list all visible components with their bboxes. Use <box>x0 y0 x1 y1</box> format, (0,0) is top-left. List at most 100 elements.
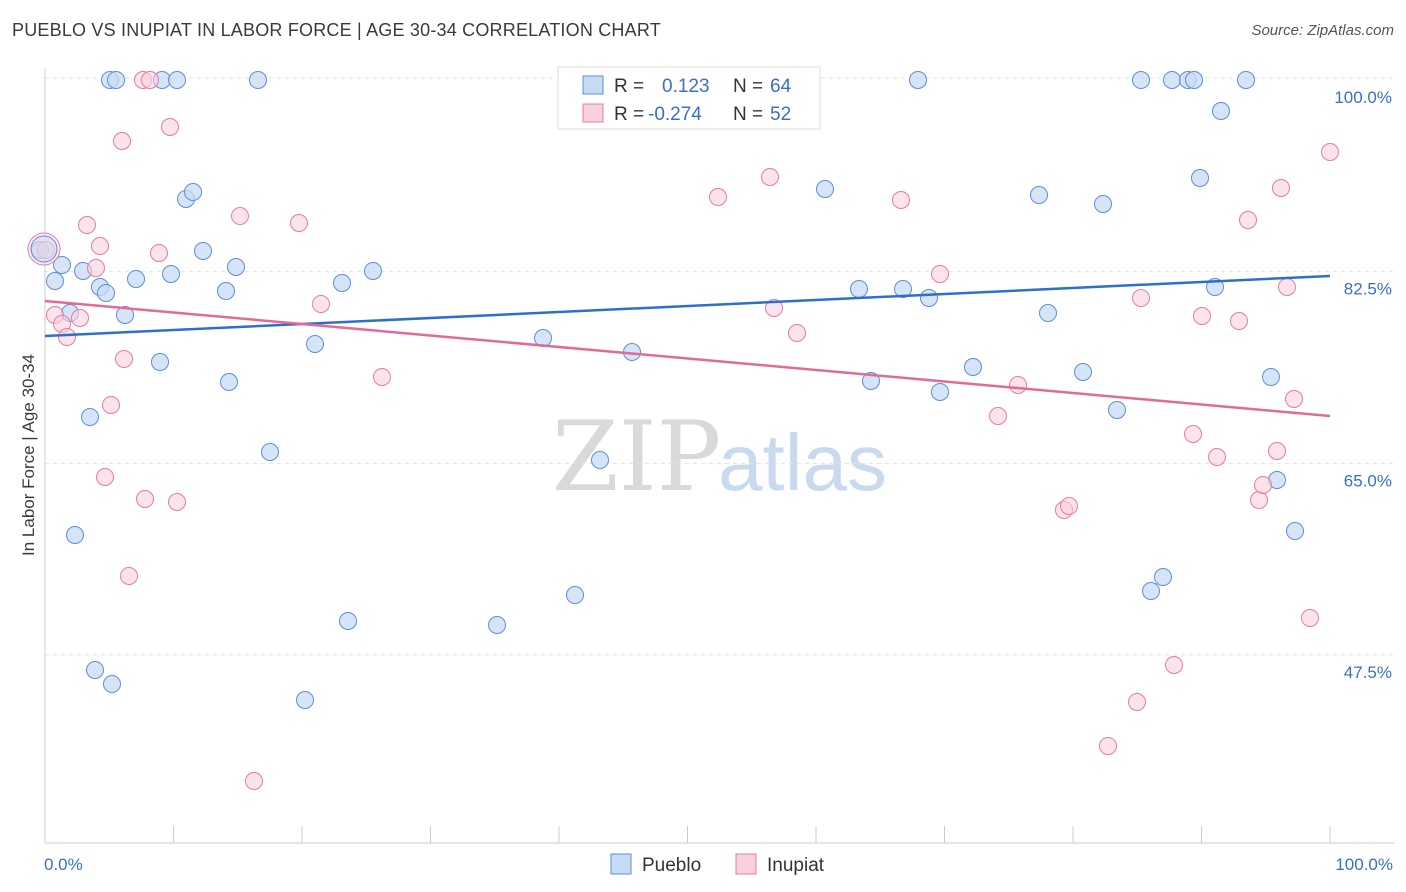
pueblo-point-44 <box>931 383 949 401</box>
pueblo-point-41 <box>894 280 912 298</box>
pueblo-point-61 <box>1262 368 1280 386</box>
inupiat-point-4 <box>78 216 96 234</box>
pueblo-point-45 <box>964 358 982 376</box>
pueblo-point-39 <box>850 280 868 298</box>
inupiat-point-23 <box>373 368 391 386</box>
x-tick-labels: 0.0% 100.0% <box>44 855 1393 874</box>
legend-n-value-pueblo: 64 <box>770 76 792 97</box>
inupiat-point-33 <box>1060 497 1078 515</box>
y-tick-label-3: 100.0% <box>1334 88 1392 107</box>
inupiat-point-7 <box>71 309 89 327</box>
pueblo-point-17 <box>194 242 212 260</box>
inupiat-point-45 <box>1268 442 1286 460</box>
inupiat-point-24 <box>709 188 727 206</box>
inupiat-trend-line <box>44 299 1331 418</box>
inupiat-point-6 <box>91 237 109 255</box>
pueblo-trend-line <box>44 274 1331 338</box>
pueblo-point-16 <box>184 183 202 201</box>
pueblo-point-43 <box>920 289 938 307</box>
grid-lines <box>45 77 1395 656</box>
pueblo-point-large <box>30 235 58 263</box>
inupiat-point-14 <box>141 71 159 89</box>
pueblo-point-1 <box>46 272 64 290</box>
y-tick-labels: 47.5% 65.0% 82.5% 100.0% <box>1334 88 1392 682</box>
inupiat-point-5 <box>87 259 105 277</box>
inupiat-point-37 <box>1165 656 1183 674</box>
pueblo-point-9 <box>116 306 134 324</box>
pueblo-point-28 <box>591 451 609 469</box>
watermark-zip: ZIP <box>552 401 721 513</box>
pueblo-point-57 <box>1191 169 1209 187</box>
legend-swatch-pueblo <box>582 75 604 95</box>
inupiat-point-35 <box>1128 693 1146 711</box>
pueblo-point-34 <box>86 661 104 679</box>
pueblo-point-42 <box>909 71 927 89</box>
inupiat-point-19 <box>231 207 249 225</box>
inupiat-point-17 <box>136 490 154 508</box>
inupiat-point-9 <box>102 396 120 414</box>
bottom-legend-inupiat: Inupiat <box>767 855 825 876</box>
pueblo-point-18 <box>217 282 235 300</box>
pueblo-point-46 <box>1030 186 1048 204</box>
chart-source: Source: ZipAtlas.com <box>1251 22 1394 39</box>
pueblo-point-49 <box>1094 195 1112 213</box>
pueblo-point-54 <box>1163 71 1181 89</box>
bottom-legend-swatch-pueblo <box>610 853 632 875</box>
inupiat-point-27 <box>788 324 806 342</box>
inupiat-point-50 <box>1321 143 1339 161</box>
inupiat-point-30 <box>989 407 1007 425</box>
inupiat-point-49 <box>1301 609 1319 627</box>
pueblo-point-63 <box>1286 522 1304 540</box>
pueblo-point-60 <box>1237 71 1255 89</box>
pueblo-point-31 <box>339 612 357 630</box>
y-tick-label-1: 65.0% <box>1344 471 1392 490</box>
pueblo-point-50 <box>1108 401 1126 419</box>
bottom-legend-swatch-inupiat <box>735 853 757 875</box>
inupiat-point-20 <box>245 772 263 790</box>
pueblo-point-38 <box>816 180 834 198</box>
axes <box>44 68 1395 844</box>
x-tick-label-end: 100.0% <box>1335 855 1393 874</box>
legend-n-label-pueblo: N = <box>733 76 763 97</box>
pueblo-point-24 <box>333 274 351 292</box>
pueblo-point-6 <box>97 284 115 302</box>
inupiat-point-0 <box>37 241 55 259</box>
pueblo-point-52 <box>1142 582 1160 600</box>
inupiat-point-15 <box>161 118 179 136</box>
pueblo-point-2 <box>53 256 71 274</box>
inupiat-point-12 <box>113 132 131 150</box>
legend-swatch-inupiat <box>582 103 604 123</box>
legend-n-label-inupiat: N = <box>733 104 763 125</box>
pueblo-point-48 <box>1074 363 1092 381</box>
inupiat-point-46 <box>1272 179 1290 197</box>
legend-r-value-inupiat: -0.274 <box>648 104 702 125</box>
pueblo-point-8 <box>107 71 125 89</box>
pueblo-point-22 <box>261 443 279 461</box>
watermark-atlas: atlas <box>718 418 887 507</box>
inupiat-point-39 <box>1193 307 1211 325</box>
inupiat-point-25 <box>761 168 779 186</box>
data-points <box>27 71 1339 790</box>
inupiat-point-36 <box>1132 289 1150 307</box>
inupiat-point-38 <box>1184 425 1202 443</box>
y-tick-label-0: 47.5% <box>1344 663 1392 682</box>
inupiat-point-11 <box>120 567 138 585</box>
pueblo-point-53 <box>1154 568 1172 586</box>
chart-title: PUEBLO VS INUPIAT IN LABOR FORCE | AGE 3… <box>12 20 661 40</box>
inupiat-point-10 <box>96 468 114 486</box>
legend-n-value-inupiat: 52 <box>770 104 791 125</box>
pueblo-point-21 <box>249 71 267 89</box>
pueblo-point-10 <box>127 270 145 288</box>
pueblo-point-47 <box>1039 304 1057 322</box>
inupiat-point-47 <box>1278 278 1296 296</box>
legend-box: R = 0.123 N = 64 R = -0.274 N = 52 <box>557 66 821 130</box>
x-tick-label-start: 0.0% <box>44 855 83 874</box>
pueblo-point-35 <box>66 526 84 544</box>
inupiat-point-43 <box>1250 491 1268 509</box>
inupiat-point-40 <box>1208 448 1226 466</box>
y-axis-label: In Labor Force | Age 30-34 <box>19 354 38 556</box>
inupiat-point-26 <box>765 299 783 317</box>
pueblo-point-23 <box>306 335 324 353</box>
pueblo-point-56 <box>1185 71 1203 89</box>
